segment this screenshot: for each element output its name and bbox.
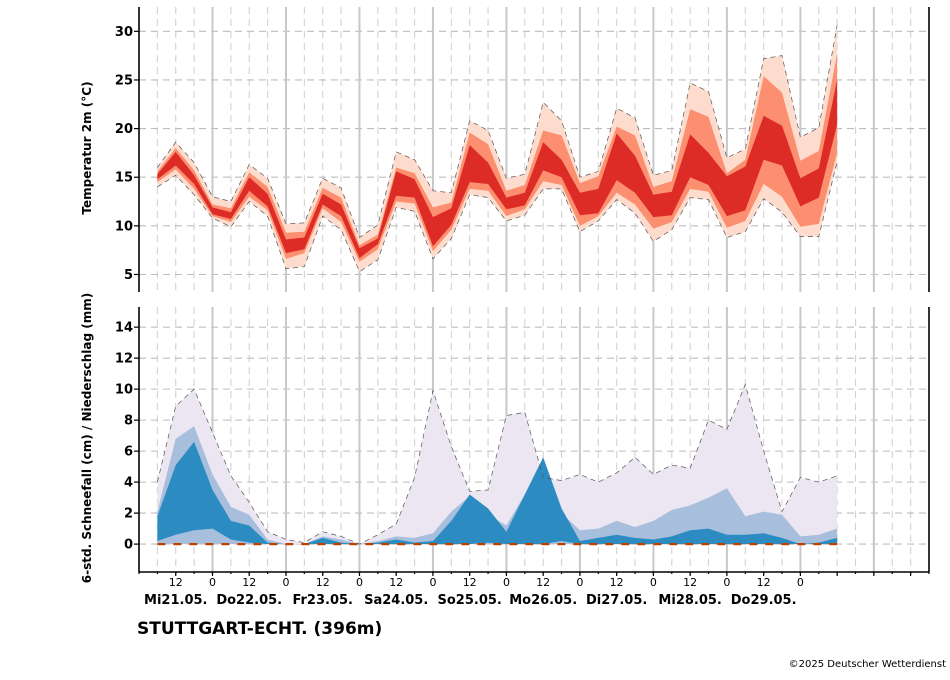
day-label: Fr23.05. <box>292 593 353 608</box>
x-tick-label: 12 <box>316 576 330 589</box>
precipitation-y-tick-label: 0 <box>124 538 133 553</box>
x-tick-label: 0 <box>209 576 216 589</box>
x-tick-label: 0 <box>797 576 804 589</box>
x-tick-label: 12 <box>610 576 624 589</box>
x-tick-label: 12 <box>169 576 183 589</box>
precipitation-y-tick-label: 12 <box>115 352 133 367</box>
x-tick-label: 0 <box>282 576 289 589</box>
x-tick-label: 12 <box>463 576 477 589</box>
precipitation-band-max <box>157 384 838 545</box>
copyright-notice: ©2025 Deutscher Wetterdienst <box>789 659 946 670</box>
day-label: Mi21.05. <box>144 593 207 608</box>
temperature-y-tick-label: 30 <box>115 25 133 40</box>
precipitation-y-tick-label: 14 <box>115 321 133 336</box>
axes <box>138 7 930 573</box>
day-label: Sa24.05. <box>364 593 428 608</box>
temperature-min-envelope <box>157 161 838 273</box>
x-tick-label: 0 <box>723 576 730 589</box>
x-tick-label: 12 <box>683 576 697 589</box>
day-labels: Mi21.05. Do22.05. Fr23.05. Sa24.05. So25.05.… <box>144 593 797 608</box>
precipitation-y-ticks: 0 2 4 6 8 10 12 14 <box>115 321 139 553</box>
precipitation-y-tick-label: 10 <box>115 383 133 398</box>
temperature-max-envelope <box>157 25 838 239</box>
x-tick-label: 0 <box>429 576 436 589</box>
temperature-y-tick-label: 25 <box>115 73 133 88</box>
day-label: So25.05. <box>438 593 502 608</box>
temperature-y-tick-label: 15 <box>115 171 133 186</box>
precipitation-band-10-75 <box>157 441 838 545</box>
precipitation-y-axis-label: 6-std. Schneefall (cm) / Niederschlag (m… <box>80 293 94 583</box>
temperature-band-25-75 <box>157 80 838 258</box>
x-tick-label: 0 <box>650 576 657 589</box>
x-tick-label: 0 <box>356 576 363 589</box>
temperature-y-ticks: 5 10 15 20 25 30 <box>115 25 139 283</box>
temperature-y-tick-label: 10 <box>115 219 133 234</box>
x-tick-label: 0 <box>503 576 510 589</box>
temperature-y-tick-label: 5 <box>124 268 133 283</box>
temperature-y-tick-label: 20 <box>115 122 133 137</box>
temperature-y-axis-label: Temperatur 2m (°C) <box>80 81 94 214</box>
x-tick-label: 12 <box>389 576 403 589</box>
day-label: Do29.05. <box>731 593 797 608</box>
precipitation-y-tick-label: 4 <box>124 476 133 491</box>
precipitation-band-90 <box>157 426 838 545</box>
day-label: Mi28.05. <box>658 593 721 608</box>
station-title: STUTTGART-ECHT. (396m) <box>137 619 382 639</box>
x-axis-ticks: 12 0 12 0 12 0 12 0 12 0 12 0 12 0 12 0 12 0 <box>138 572 930 589</box>
x-tick-label: 12 <box>536 576 550 589</box>
precipitation-y-tick-label: 6 <box>124 445 133 460</box>
temperature-band-min-max <box>157 25 838 272</box>
day-label: Do22.05. <box>216 593 282 608</box>
precipitation-y-tick-label: 8 <box>124 414 133 429</box>
precipitation-y-tick-label: 2 <box>124 507 133 522</box>
x-tick-label: 12 <box>242 576 256 589</box>
temperature-bands <box>157 25 838 273</box>
precipitation-bands <box>157 383 838 546</box>
x-tick-label: 12 <box>757 576 771 589</box>
day-label: Di27.05. <box>586 593 647 608</box>
day-label: Mo26.05. <box>509 593 577 608</box>
x-tick-label: 0 <box>576 576 583 589</box>
